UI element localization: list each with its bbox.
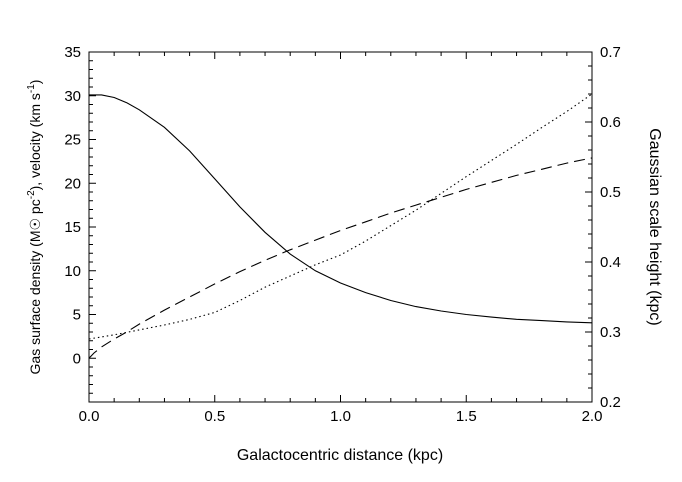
- y-right-tick-label: 0.5: [600, 184, 621, 201]
- y-left-title-part-a: Gas surface density (M: [27, 231, 43, 375]
- y-left-tick-label: 15: [64, 219, 81, 236]
- y-left-title-sup2: -1: [26, 84, 37, 93]
- y-left-tick-label: 35: [64, 44, 81, 61]
- series-line-dashed: [88, 157, 593, 359]
- y-left-title-part-b: pc: [27, 199, 43, 218]
- y-left-tick-label: 20: [64, 175, 81, 192]
- y-left-tick-label: 30: [64, 88, 81, 105]
- series-line-solid: [89, 94, 593, 324]
- y-right-tick-label: 0.2: [600, 394, 621, 411]
- ticks: [88, 51, 593, 403]
- y-axis-title-left: Gas surface density (M☉ pc-2), velocity …: [26, 80, 43, 375]
- y-left-title-part-d: ): [27, 80, 43, 85]
- x-axis-title: Galactocentric distance (kpc): [237, 447, 443, 464]
- y-right-tick-label: 0.7: [600, 44, 621, 61]
- x-tick-label: 2.0: [582, 408, 603, 425]
- x-tick-label: 0.5: [204, 408, 225, 425]
- y-right-tick-label: 0.6: [600, 114, 621, 131]
- x-tick-label: 1.5: [456, 408, 477, 425]
- plot-frame: [88, 51, 593, 403]
- series-line-dotted: [88, 93, 593, 340]
- x-tick-label: 0.0: [79, 408, 100, 425]
- y-right-tick-label: 0.4: [600, 254, 621, 271]
- y-left-tick-label: 25: [64, 132, 81, 149]
- y-left-tick-label: 10: [64, 263, 81, 280]
- tick-labels: 0.0 0.5 1.0 1.5 2.0 0 5 10 15 20 25 30 35 0.2 0.3 0.4 0.…: [64, 44, 621, 425]
- y-right-tick-label: 0.3: [600, 324, 621, 341]
- x-tick-label: 1.0: [330, 408, 351, 425]
- y-left-title-part-c: ), velocity (km s: [27, 93, 43, 190]
- series-lines: [88, 93, 593, 359]
- y-left-tick-label: 5: [73, 307, 81, 324]
- y-left-title-sup1: -2: [26, 190, 37, 199]
- y-left-tick-label: 0: [73, 350, 81, 367]
- sun-symbol: ☉: [27, 218, 43, 231]
- y-axis-title-right: Gaussian scale height (kpc): [646, 128, 663, 325]
